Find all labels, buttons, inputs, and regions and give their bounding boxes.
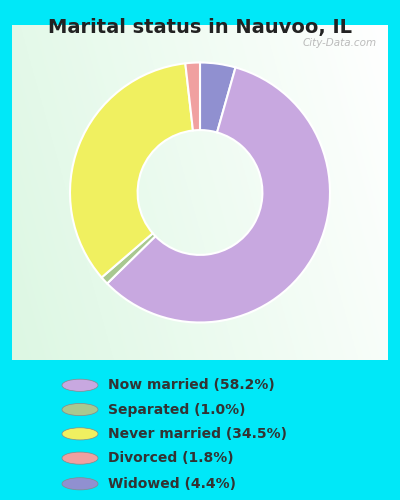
Text: Marital status in Nauvoo, IL: Marital status in Nauvoo, IL bbox=[48, 18, 352, 36]
Text: Now married (58.2%): Now married (58.2%) bbox=[108, 378, 275, 392]
Text: Widowed (4.4%): Widowed (4.4%) bbox=[108, 477, 236, 491]
Circle shape bbox=[62, 478, 98, 490]
Wedge shape bbox=[70, 64, 193, 278]
Circle shape bbox=[62, 379, 98, 392]
Wedge shape bbox=[102, 234, 156, 283]
Text: Never married (34.5%): Never married (34.5%) bbox=[108, 427, 287, 441]
Circle shape bbox=[62, 428, 98, 440]
Circle shape bbox=[62, 404, 98, 415]
Text: City-Data.com: City-Data.com bbox=[302, 38, 377, 48]
Text: Divorced (1.8%): Divorced (1.8%) bbox=[108, 451, 234, 465]
Text: Separated (1.0%): Separated (1.0%) bbox=[108, 402, 246, 416]
Wedge shape bbox=[185, 62, 200, 130]
Wedge shape bbox=[200, 62, 236, 132]
Circle shape bbox=[62, 452, 98, 464]
Wedge shape bbox=[107, 68, 330, 322]
